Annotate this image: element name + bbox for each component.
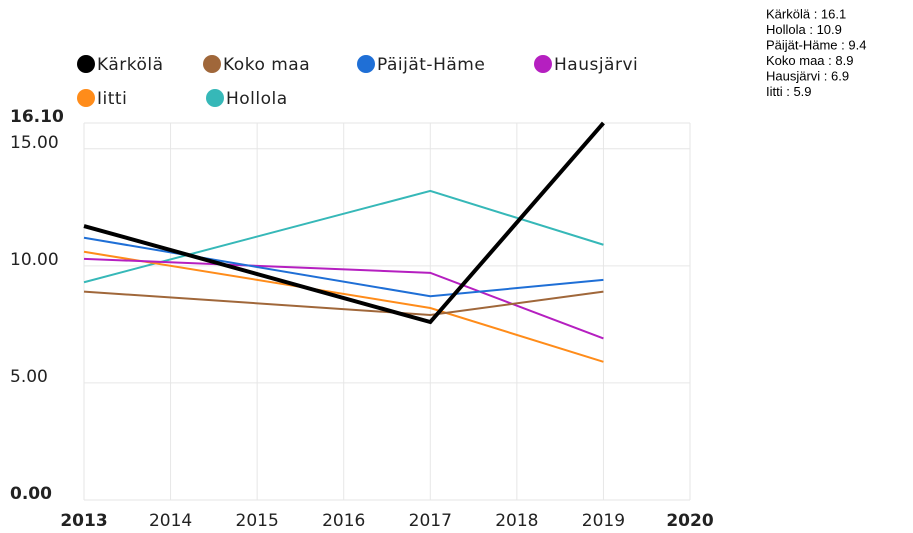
x-tick-label: 2020 — [666, 511, 713, 531]
y-tick-label: 0.00 — [10, 484, 52, 504]
summary-line: Päijät-Häme : 9.4 — [766, 37, 866, 52]
legend-marker — [534, 55, 552, 73]
y-tick-label: 10.00 — [10, 250, 59, 270]
x-tick-label: 2014 — [149, 511, 192, 531]
series-line — [83, 189, 604, 284]
y-tick-label: 5.00 — [10, 367, 48, 387]
x-tick-label: 2017 — [409, 511, 452, 531]
x-tick-label: 2015 — [236, 511, 279, 531]
legend-marker — [77, 55, 95, 73]
series-line — [83, 290, 604, 317]
legend-label: Hollola — [226, 89, 288, 109]
summary-line: Hausjärvi : 6.9 — [766, 68, 849, 83]
legend-label: Iitti — [97, 89, 127, 109]
legend-marker — [357, 55, 375, 73]
legend-label: Kärkölä — [97, 55, 164, 75]
series-line — [83, 250, 604, 363]
summary-line: Hollola : 10.9 — [766, 22, 842, 37]
legend-label: Koko maa — [223, 55, 310, 75]
legend-marker — [206, 89, 224, 107]
x-tick-label: 2018 — [495, 511, 538, 531]
series-line — [83, 257, 604, 340]
x-tick-label: 2016 — [322, 511, 365, 531]
x-tick-label: 2019 — [582, 511, 625, 531]
x-tick-label: 2013 — [60, 511, 107, 531]
summary-line: Iitti : 5.9 — [766, 84, 812, 99]
legend-label: Päijät-Häme — [377, 55, 485, 75]
summary-line: Kärkölä : 16.1 — [766, 6, 846, 21]
legend-label: Hausjärvi — [554, 55, 638, 75]
legend-marker — [77, 89, 95, 107]
y-tick-label: 16.10 — [10, 107, 64, 127]
summary-line: Koko maa : 8.9 — [766, 53, 853, 68]
legend-marker — [203, 55, 221, 73]
y-tick-label: 15.00 — [10, 133, 59, 153]
series-line — [83, 121, 605, 325]
